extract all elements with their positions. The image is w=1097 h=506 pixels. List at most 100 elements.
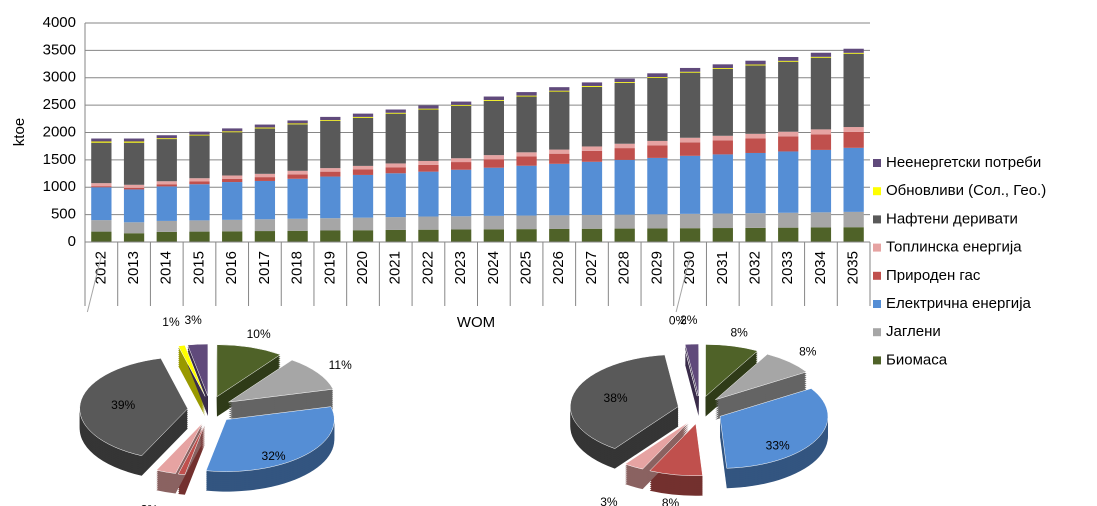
x-tick-label: 2015 bbox=[190, 251, 207, 284]
pie-value-label: 8% bbox=[799, 345, 817, 359]
x-tick-label: 2022 bbox=[419, 251, 436, 284]
pie-value-label: 10% bbox=[247, 327, 271, 341]
pie-slice bbox=[187, 343, 209, 397]
bar-segment bbox=[778, 227, 799, 242]
bar-segment bbox=[549, 87, 570, 91]
bar-segment bbox=[418, 216, 439, 230]
legend-marker bbox=[873, 159, 881, 167]
bar-segment bbox=[614, 82, 635, 144]
bar-segment bbox=[843, 127, 864, 132]
bar-segment bbox=[123, 233, 145, 242]
bar-segment bbox=[549, 228, 570, 242]
bar-segment bbox=[189, 131, 210, 135]
bar-segment bbox=[451, 104, 472, 106]
bar-segment bbox=[91, 220, 112, 232]
bar-segment bbox=[156, 139, 177, 182]
bar-segment bbox=[287, 123, 308, 125]
pie-slice bbox=[649, 423, 703, 476]
bar-segment bbox=[549, 153, 570, 164]
pie-value-label: 3% bbox=[600, 495, 618, 506]
bar-segment bbox=[745, 65, 766, 134]
y-tick-label: 2500 bbox=[43, 96, 76, 113]
bar-segment bbox=[123, 187, 145, 190]
bar-segment bbox=[320, 168, 341, 172]
bar-segment bbox=[647, 77, 668, 78]
bar-segment bbox=[745, 138, 766, 153]
bar-segment bbox=[647, 73, 668, 78]
bar-segment bbox=[581, 150, 603, 162]
bar-segment bbox=[614, 148, 635, 160]
bar-segment bbox=[745, 64, 766, 66]
pie-value-label: 8% bbox=[662, 496, 680, 506]
bar-segment bbox=[712, 68, 733, 136]
x-tick-label: 2033 bbox=[779, 251, 796, 284]
bar-segment bbox=[156, 184, 177, 187]
x-tick-label: 2026 bbox=[550, 251, 567, 284]
bar-segment bbox=[843, 48, 864, 53]
x-tick-label: 2032 bbox=[746, 251, 763, 284]
bar-segment bbox=[581, 214, 603, 229]
bar-segment bbox=[810, 149, 832, 213]
bar-segment bbox=[451, 105, 472, 159]
x-axis-label: WOM bbox=[457, 314, 495, 331]
bar-segment bbox=[843, 147, 864, 212]
bar-segment bbox=[581, 228, 603, 242]
bar-segment bbox=[123, 184, 145, 188]
legend-label: Јаглени bbox=[886, 323, 941, 340]
pie-value-label: 8% bbox=[730, 326, 748, 340]
bar-segment bbox=[418, 109, 439, 161]
bar-segment bbox=[647, 77, 668, 141]
bar-segment bbox=[581, 86, 603, 147]
bar-segment bbox=[254, 177, 276, 181]
legend-marker bbox=[873, 187, 881, 196]
bar-segment bbox=[352, 165, 374, 170]
bar-segment bbox=[549, 90, 570, 92]
bar-segment bbox=[679, 137, 701, 143]
bar-segment bbox=[483, 100, 504, 156]
bar-segment bbox=[156, 181, 177, 185]
bar-segment bbox=[320, 120, 341, 122]
bar-segment bbox=[287, 174, 308, 179]
bar-segment bbox=[712, 64, 733, 69]
bar-segment bbox=[91, 138, 112, 142]
bar-segment bbox=[385, 163, 406, 168]
pie-slice bbox=[715, 353, 808, 401]
pie-slice bbox=[228, 359, 334, 403]
legend-label: Нафтени деривати bbox=[886, 210, 1018, 227]
bar-segment bbox=[222, 182, 243, 220]
bar-segment bbox=[123, 222, 145, 234]
pie-value-label: 1% bbox=[162, 315, 180, 329]
y-tick-label: 500 bbox=[51, 206, 76, 223]
bar-segment bbox=[189, 134, 210, 136]
bar-segment bbox=[647, 140, 668, 146]
bar-segment bbox=[810, 52, 832, 57]
bar-segment bbox=[810, 57, 832, 130]
pie-slice-side bbox=[178, 357, 206, 409]
x-tick-label: 2016 bbox=[223, 251, 240, 284]
bar-segment bbox=[352, 116, 374, 118]
bar-segment bbox=[222, 231, 243, 242]
bar-segment bbox=[810, 212, 832, 228]
bar-segment bbox=[418, 229, 439, 242]
bar-segment bbox=[581, 146, 603, 151]
bar-segment bbox=[549, 163, 570, 216]
bar-segment bbox=[320, 121, 341, 169]
bar-segment bbox=[91, 186, 112, 188]
bar-segment bbox=[451, 229, 472, 242]
bar-segment bbox=[287, 178, 308, 219]
pointer-arrow bbox=[675, 255, 691, 313]
bar-segment bbox=[778, 212, 799, 228]
bar-segment bbox=[451, 158, 472, 163]
bar-segment bbox=[222, 131, 243, 133]
bar-segment bbox=[778, 56, 799, 61]
legend-marker bbox=[873, 328, 881, 337]
bar-segment bbox=[352, 117, 374, 166]
bar-segment bbox=[679, 155, 701, 214]
bar-segment bbox=[352, 113, 374, 117]
bar-segment bbox=[483, 155, 504, 160]
y-tick-label: 0 bbox=[68, 233, 76, 250]
bar-segment bbox=[352, 230, 374, 242]
pie-value-label: 3% bbox=[184, 313, 202, 327]
y-tick-label: 3500 bbox=[43, 41, 76, 58]
